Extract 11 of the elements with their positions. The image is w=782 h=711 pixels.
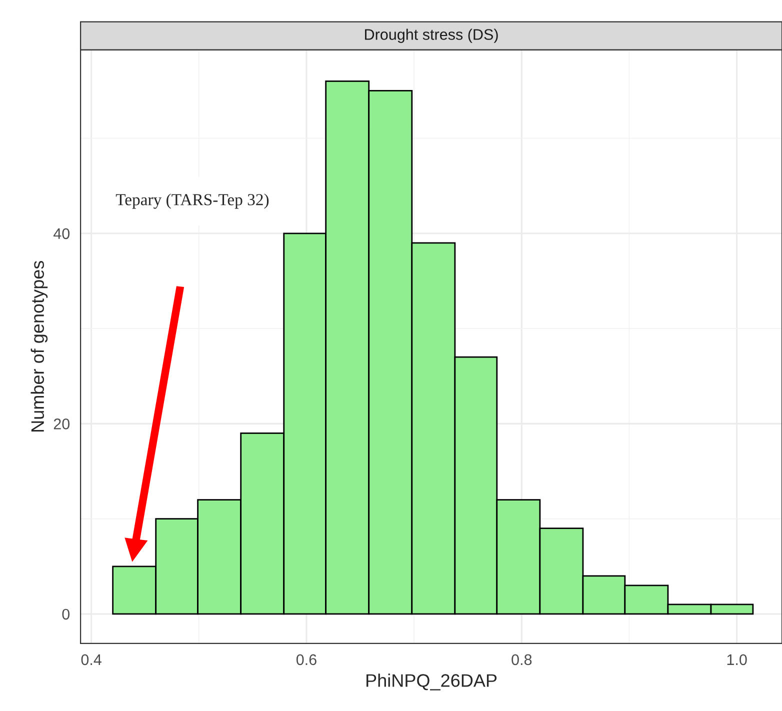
x-tick-label: 1.0	[727, 654, 747, 666]
x-axis-title: PhiNPQ_26DAP	[366, 674, 497, 690]
y-tick-label: 0	[62, 608, 70, 620]
y-tick-label: 20	[54, 418, 70, 430]
y-axis-title: Number of genotypes	[30, 260, 48, 432]
chart-title: Drought stress (DS)	[365, 28, 498, 43]
x-tick-label: 0.8	[512, 654, 532, 666]
y-tick-label: 40	[53, 228, 70, 240]
x-tick-label: 0.4	[81, 654, 102, 666]
x-tick-label: 0.6	[296, 654, 316, 666]
annotation: Tepary (TARS-Tep 32)	[116, 194, 269, 209]
